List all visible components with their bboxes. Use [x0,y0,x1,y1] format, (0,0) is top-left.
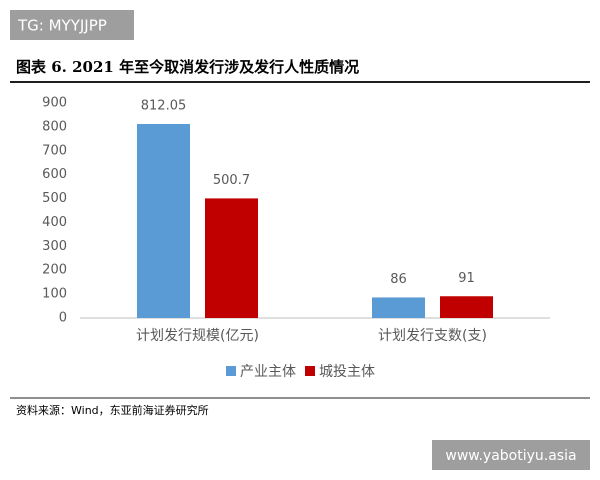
tag-box [10,10,134,40]
y-tick-label: 800 [42,119,67,134]
y-tick-label: 400 [42,215,67,230]
legend-swatch [226,366,236,376]
bar [137,124,190,318]
y-tick-label: 0 [59,311,67,326]
bar [440,296,493,318]
value-label: 812.05 [141,99,187,114]
x-tick-label: 计划发行支数(支) [378,328,487,344]
value-label: 91 [458,271,475,286]
y-tick-label: 700 [42,143,67,158]
source: 资料来源：Wind，东亚前海证券研究所 [16,403,209,417]
bar [372,297,425,318]
figure-title: 图表 6. 2021 年至今取消发行涉及发行人性质情况 [16,58,359,76]
value-label: 86 [390,272,407,287]
legend-label: 产业主体 [240,364,296,380]
y-tick-label: 200 [42,263,67,278]
watermark-box [432,440,590,470]
y-tick-label: 500 [42,191,67,206]
bar [205,198,258,318]
y-tick-label: 600 [42,167,67,182]
legend-label: 城投主体 [319,364,375,380]
y-tick-label: 300 [42,239,67,254]
y-tick-label: 100 [42,287,67,302]
value-label: 500.7 [213,173,250,188]
legend-swatch [305,366,315,376]
tag: TG: MYYJJPP [17,17,107,35]
watermark: www.yabotiyu.asia [445,448,576,464]
x-tick-label: 计划发行规模(亿元) [136,328,259,344]
y-tick-label: 900 [42,96,67,111]
